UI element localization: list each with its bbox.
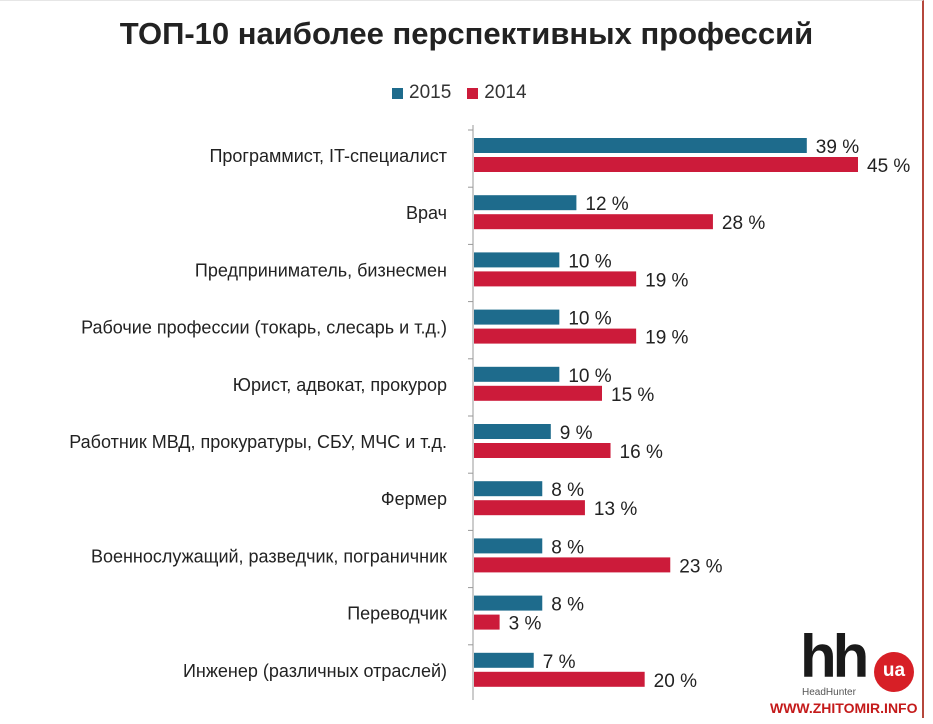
- category-label: Военнослужащий, разведчик, пограничник: [91, 546, 447, 566]
- data-label-2014: 28 %: [722, 213, 765, 234]
- bar-2014: [474, 271, 637, 287]
- bar-2014: [474, 328, 637, 344]
- chart-legend: 2015 2014: [392, 82, 527, 104]
- headhunter-logo: hh ua HeadHunter: [800, 623, 925, 716]
- bar-2015: [474, 252, 560, 268]
- bar-2015: [474, 424, 551, 439]
- bar-2015: [474, 195, 577, 211]
- logo-subtitle: HeadHunter: [802, 687, 856, 698]
- data-label-2014: 13 %: [594, 499, 637, 520]
- logo-hh-text: hh: [800, 623, 869, 690]
- bar-2014: [474, 214, 713, 230]
- category-label: Врач: [406, 203, 447, 223]
- category-label: Работник МВД, прокуратуры, СБУ, МЧС и т.…: [69, 432, 447, 452]
- data-label-2014: 19 %: [645, 270, 688, 291]
- bar-2015: [474, 652, 534, 668]
- data-label-2015: 10 %: [568, 366, 611, 387]
- data-label-2014: 20 %: [654, 671, 697, 692]
- data-label-2015: 39 %: [816, 137, 859, 158]
- data-label-2014: 23 %: [679, 556, 722, 577]
- logo-ua-badge: ua: [874, 652, 914, 692]
- data-label-2015: 9 %: [560, 423, 593, 444]
- data-label-2015: 12 %: [585, 194, 628, 215]
- category-label: Юрист, адвокат, прокурор: [233, 375, 447, 395]
- data-label-2014: 3 %: [509, 614, 542, 635]
- data-label-2015: 7 %: [543, 652, 576, 673]
- bar-2014: [474, 157, 858, 172]
- bar-2014: [474, 443, 611, 458]
- bar-2015: [474, 309, 560, 325]
- bar-2014: [474, 671, 645, 687]
- legend-label-2015: 2015: [409, 82, 452, 103]
- category-label: Рабочие профессии (токарь, слесарь и т.д…: [81, 318, 447, 338]
- legend-item-2015: 2015: [392, 82, 451, 104]
- data-label-2015: 8 %: [551, 537, 584, 558]
- category-label: Программист, IT-специалист: [209, 146, 447, 166]
- watermark-site: WWW.ZHITOMIR.INFO: [770, 700, 918, 716]
- category-label: Предприниматель, бизнесмен: [195, 260, 447, 280]
- data-label-2014: 16 %: [620, 442, 663, 463]
- legend-swatch-2015: [392, 87, 403, 99]
- data-label-2014: 19 %: [645, 328, 688, 349]
- bar-2014: [474, 385, 602, 401]
- data-label-2015: 8 %: [551, 480, 584, 501]
- legend-label-2014: 2014: [484, 82, 527, 103]
- bar-2015: [474, 366, 560, 382]
- bar-2014: [474, 500, 585, 516]
- bar-2014: [474, 557, 671, 573]
- bar-2015: [474, 138, 807, 153]
- legend-swatch-2014: [467, 87, 479, 99]
- chart-title: ТОП-10 наиболее перспективных профессий: [119, 16, 814, 51]
- bar-2015: [474, 481, 543, 497]
- data-label-2015: 8 %: [551, 595, 584, 616]
- category-label: Инженер (различных отраслей): [183, 661, 447, 681]
- bar-2014: [474, 614, 500, 630]
- bar-2015: [474, 595, 543, 611]
- data-label-2014: 45 %: [867, 156, 910, 177]
- data-label-2015: 10 %: [568, 251, 611, 272]
- legend-item-2014: 2014: [467, 82, 527, 104]
- data-label-2015: 10 %: [568, 309, 611, 330]
- data-label-2014: 15 %: [611, 385, 654, 406]
- bar-2015: [474, 538, 543, 554]
- category-label: Переводчик: [347, 604, 447, 624]
- category-label: Фермер: [381, 489, 447, 509]
